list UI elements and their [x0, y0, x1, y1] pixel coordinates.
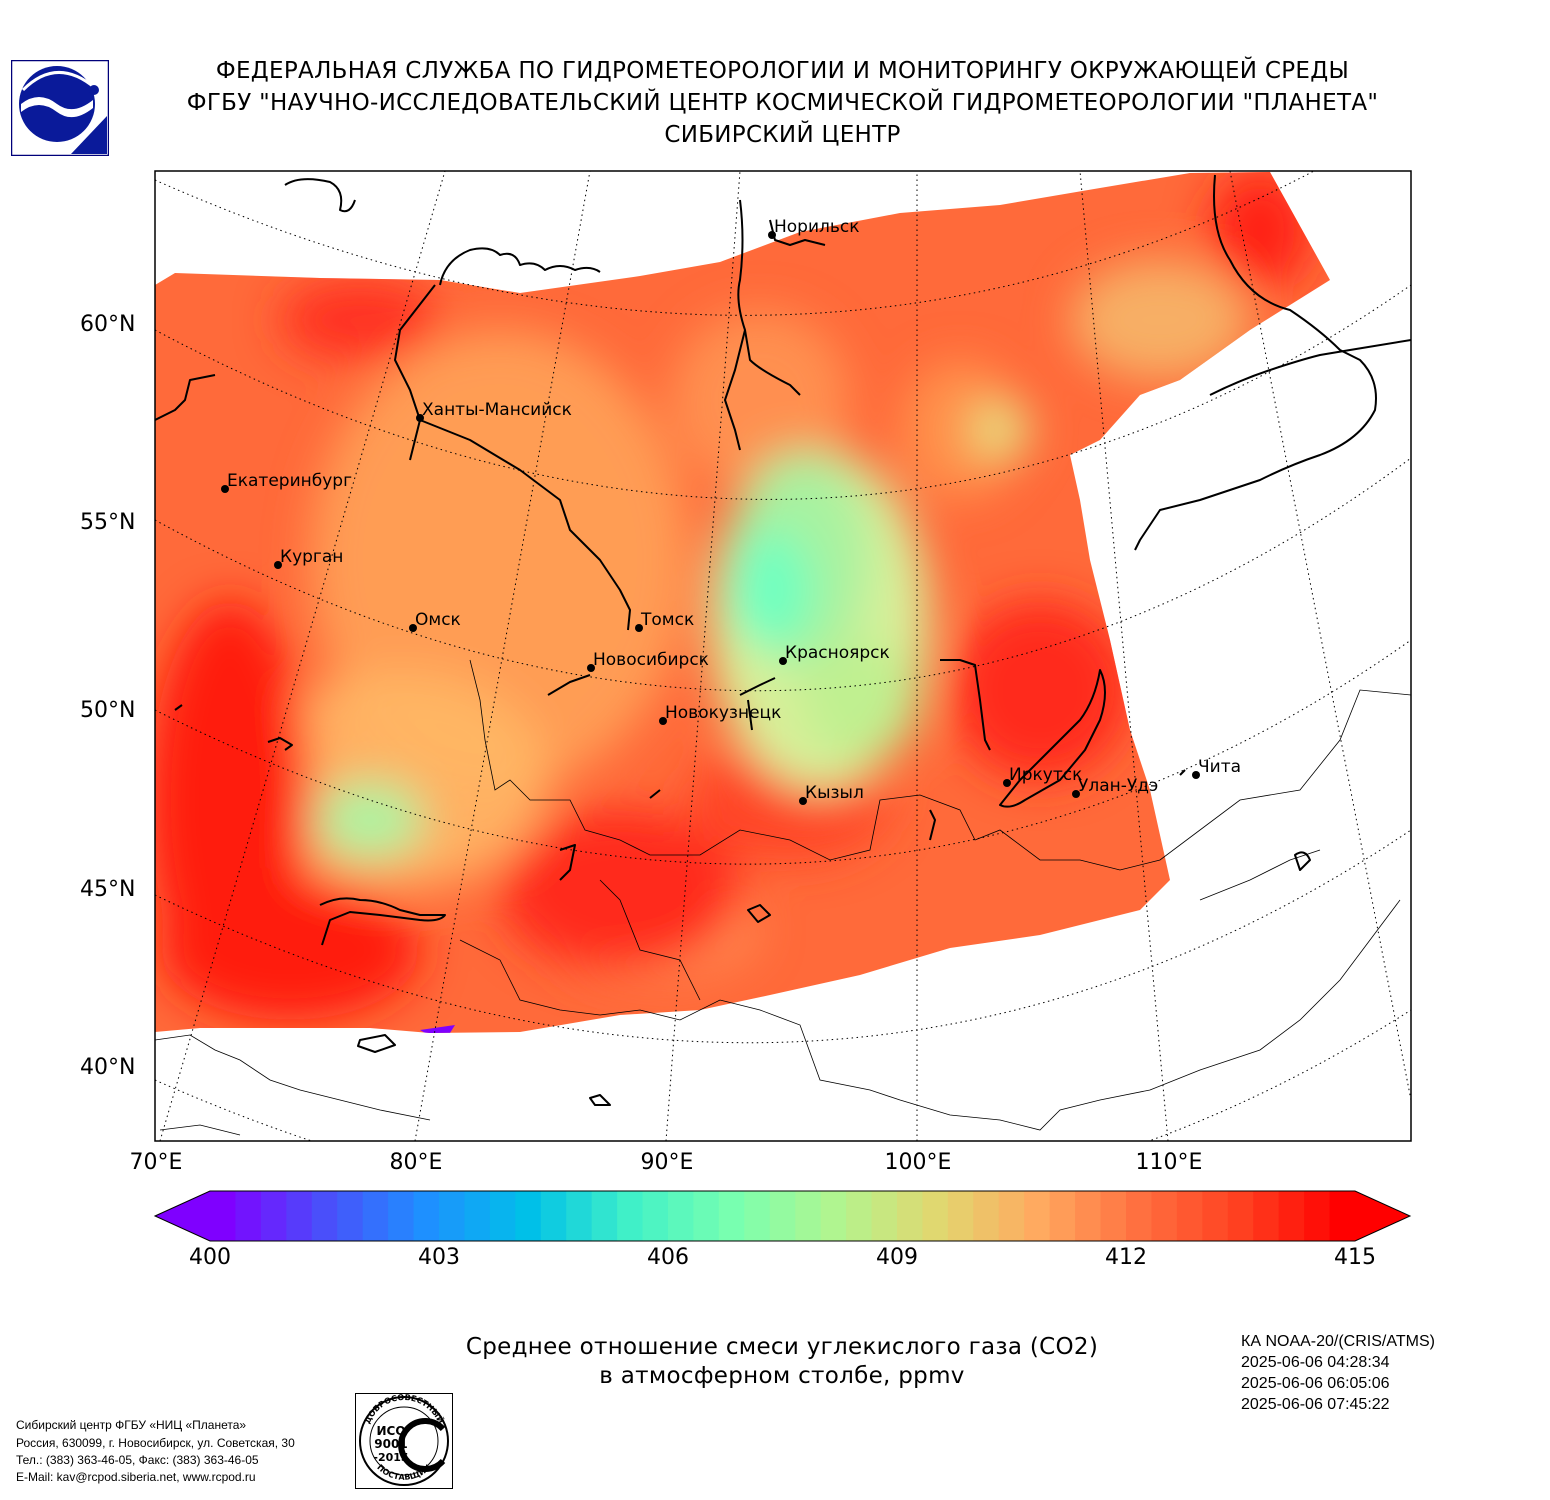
planeta-logo-icon — [11, 60, 109, 156]
satellite-time-1: 2025-06-06 04:28:34 — [1241, 1354, 1390, 1371]
footer-line-1: Сибирский центр ФГБУ «НИЦ «Планета» — [16, 1418, 247, 1432]
header-line-2: ФГБУ "НАУЧНО-ИССЛЕДОВАТЕЛЬСКИЙ ЦЕНТР КОС… — [186, 90, 1379, 116]
city-markers: Норильск Ханты-Мансийск Екатеринбург Курган… — [221, 217, 1241, 805]
colorbar-tick-label: 412 — [1105, 1245, 1147, 1270]
city-dot — [409, 624, 417, 632]
colorbar-tick-label: 409 — [876, 1245, 918, 1270]
city-label: Ханты-Мансийск — [422, 400, 572, 420]
chart-title-line-2: в атмосферном столбе, ppmv — [599, 1363, 965, 1389]
lon-label-100: 100°E — [884, 1150, 952, 1175]
city-dot — [799, 797, 807, 805]
header-line-1: ФЕДЕРАЛЬНАЯ СЛУЖБА ПО ГИДРОМЕТЕОРОЛОГИИ … — [215, 58, 1350, 84]
city-dot — [221, 485, 229, 493]
colorbar-tick-label: 400 — [189, 1245, 231, 1270]
city-label: Норильск — [774, 217, 860, 237]
city-dot — [635, 624, 643, 632]
city-label: Новосибирск — [593, 650, 709, 670]
city-label: Улан-Удэ — [1078, 776, 1158, 796]
lat-label-50: 50°N — [80, 698, 136, 723]
iso-l1: ИСО — [376, 1424, 405, 1438]
map-frame — [154, 170, 1412, 1142]
city-label: Красноярск — [785, 643, 890, 663]
colorbar-tick-label: 415 — [1334, 1245, 1376, 1270]
lon-label-90: 90°E — [640, 1150, 694, 1175]
city-label: Кызыл — [805, 783, 864, 803]
city-dot — [587, 664, 595, 672]
city-label: Иркутск — [1009, 765, 1082, 785]
co2-swath — [155, 172, 1330, 1033]
colorbar-tick-label: 403 — [418, 1245, 460, 1270]
lat-label-45: 45°N — [80, 877, 136, 902]
graticule — [155, 171, 1411, 1141]
satellite-name: КА NOAA-20/(CRIS/ATMS) — [1241, 1333, 1435, 1350]
satellite-time-2: 2025-06-06 06:05:06 — [1241, 1375, 1390, 1392]
lat-label-60: 60°N — [80, 312, 136, 337]
city-dot — [1003, 779, 1011, 787]
satellite-time-3: 2025-06-06 07:45:22 — [1241, 1396, 1390, 1413]
city-label: Томск — [640, 610, 694, 630]
city-dot — [1072, 790, 1080, 798]
city-label: Екатеринбург — [227, 471, 352, 491]
footer-line-2: Россия, 630099, г. Новосибирск, ул. Сове… — [16, 1436, 295, 1450]
lat-label-55: 55°N — [80, 510, 136, 535]
footer-line-3: Тел.: (383) 363-46-05, Факс: (383) 363-4… — [16, 1453, 259, 1467]
lon-label-80: 80°E — [389, 1150, 443, 1175]
coastlines-rivers — [155, 174, 1411, 1106]
city-dot — [779, 657, 787, 665]
iso-9001-badge-icon: ДОБРОСОВЕСТНЫЙ ПОСТАВЩИК ИСО 9001 -2015 — [355, 1393, 453, 1489]
country-borders — [155, 659, 1411, 1136]
lat-label-40: 40°N — [80, 1055, 136, 1080]
colorbar-tick-label: 406 — [647, 1245, 689, 1270]
lon-label-70: 70°E — [129, 1150, 183, 1175]
footer-line-4: E-Mail: kav@rcpod.siberia.net, www.rcpod… — [16, 1470, 256, 1484]
city-dot — [274, 561, 282, 569]
city-label: Новокузнецк — [665, 703, 781, 723]
header-line-3: СИБИРСКИЙ ЦЕНТР — [664, 122, 901, 148]
city-dot — [1192, 771, 1200, 779]
chart-title-line-1: Среднее отношение смеси углекислого газа… — [465, 1334, 1099, 1360]
lon-label-110: 110°E — [1135, 1150, 1203, 1175]
city-dot — [416, 414, 424, 422]
city-dot — [768, 231, 776, 239]
city-label: Курган — [280, 547, 343, 567]
city-dot — [659, 717, 667, 725]
city-label: Омск — [415, 610, 461, 630]
city-label: Чита — [1198, 757, 1241, 777]
